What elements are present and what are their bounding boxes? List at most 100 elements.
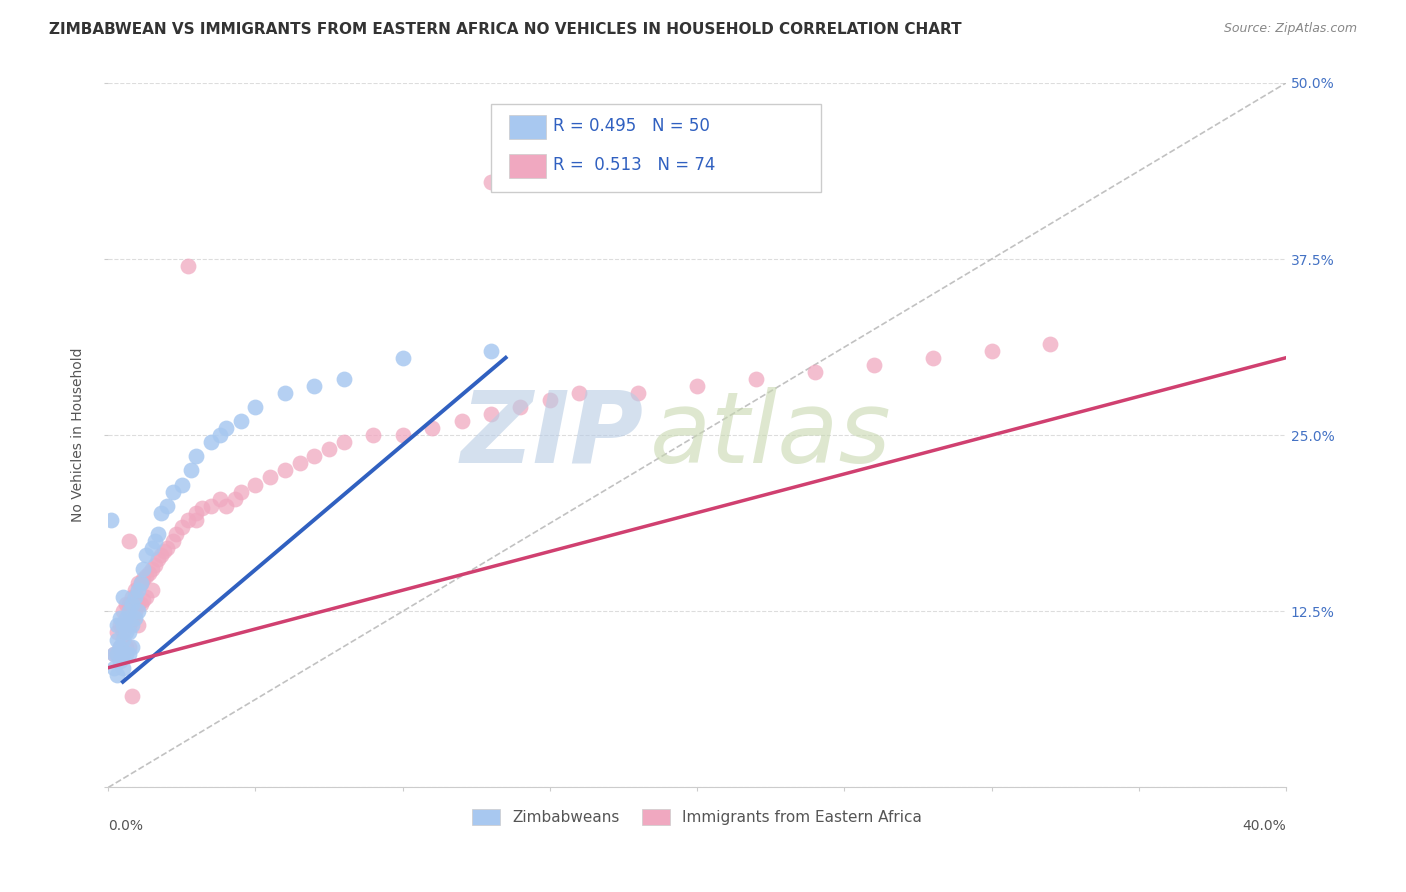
FancyBboxPatch shape [491, 104, 821, 192]
Point [391, 351, 413, 365]
Point [176, 259, 198, 273]
Point [538, 392, 561, 407]
Point [127, 576, 149, 591]
Point [127, 597, 149, 611]
Point [170, 520, 193, 534]
Point [862, 358, 884, 372]
Point [127, 583, 149, 598]
Point [143, 558, 166, 572]
Point [103, 647, 125, 661]
Point [420, 421, 443, 435]
Point [141, 583, 163, 598]
Point [121, 618, 143, 632]
Point [114, 647, 136, 661]
Point [229, 414, 252, 428]
Point [150, 548, 173, 562]
Point [245, 477, 267, 491]
Point [108, 640, 131, 654]
Point [224, 491, 246, 506]
Point [148, 552, 170, 566]
Point [156, 499, 179, 513]
Point [121, 597, 143, 611]
Point [165, 526, 187, 541]
Point [215, 499, 238, 513]
Point [111, 604, 134, 618]
Point [200, 499, 222, 513]
Point [103, 647, 125, 661]
Text: R =  0.513   N = 74: R = 0.513 N = 74 [554, 156, 716, 174]
Point [170, 477, 193, 491]
Point [143, 533, 166, 548]
Point [135, 548, 157, 562]
Point [132, 593, 155, 607]
Point [1039, 336, 1062, 351]
Point [124, 611, 146, 625]
Point [191, 501, 214, 516]
Point [105, 647, 128, 661]
Point [135, 569, 157, 583]
Point [332, 372, 354, 386]
Y-axis label: No Vehicles in Household: No Vehicles in Household [72, 348, 86, 523]
Point [186, 513, 208, 527]
Point [105, 625, 128, 640]
Point [105, 632, 128, 647]
FancyBboxPatch shape [509, 154, 547, 178]
Point [150, 506, 173, 520]
Point [114, 597, 136, 611]
FancyBboxPatch shape [509, 115, 547, 138]
Point [118, 604, 141, 618]
Point [391, 428, 413, 442]
Point [111, 647, 134, 661]
Point [180, 463, 202, 477]
Point [132, 562, 155, 576]
Point [129, 576, 152, 591]
Point [105, 618, 128, 632]
Point [118, 647, 141, 661]
Point [209, 491, 232, 506]
Text: ZIMBABWEAN VS IMMIGRANTS FROM EASTERN AFRICA NO VEHICLES IN HOUSEHOLD CORRELATIO: ZIMBABWEAN VS IMMIGRANTS FROM EASTERN AF… [49, 22, 962, 37]
Point [121, 611, 143, 625]
Point [114, 640, 136, 654]
Point [129, 576, 152, 591]
Point [105, 667, 128, 681]
Point [100, 513, 122, 527]
Point [288, 457, 311, 471]
Point [304, 379, 326, 393]
Point [274, 463, 297, 477]
Point [132, 572, 155, 586]
Point [114, 611, 136, 625]
Point [274, 386, 297, 401]
Point [124, 591, 146, 605]
Point [111, 618, 134, 632]
Point [118, 625, 141, 640]
Point [156, 541, 179, 555]
Point [200, 435, 222, 450]
Point [186, 506, 208, 520]
Point [186, 450, 208, 464]
Point [215, 421, 238, 435]
Point [479, 343, 502, 358]
Point [361, 428, 384, 442]
Point [304, 450, 326, 464]
Point [318, 442, 340, 457]
Point [108, 618, 131, 632]
Point [103, 661, 125, 675]
Point [114, 625, 136, 640]
Point [479, 407, 502, 421]
Point [118, 618, 141, 632]
Text: 40.0%: 40.0% [1243, 819, 1286, 833]
Point [229, 484, 252, 499]
Point [108, 654, 131, 668]
Point [121, 591, 143, 605]
Text: atlas: atlas [650, 387, 891, 483]
Point [138, 566, 160, 581]
Point [141, 562, 163, 576]
Point [127, 618, 149, 632]
Point [127, 604, 149, 618]
Point [804, 365, 827, 379]
Point [118, 597, 141, 611]
Point [162, 484, 184, 499]
Text: R = 0.495   N = 50: R = 0.495 N = 50 [554, 117, 710, 135]
Point [111, 647, 134, 661]
Point [509, 400, 531, 414]
